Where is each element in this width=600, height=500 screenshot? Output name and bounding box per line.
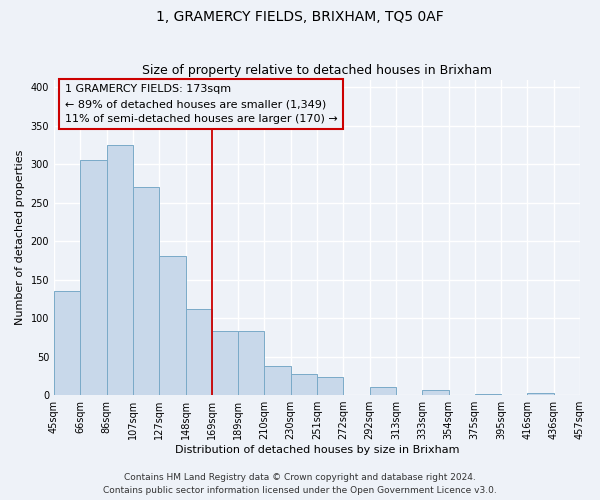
Title: Size of property relative to detached houses in Brixham: Size of property relative to detached ho… (142, 64, 492, 77)
Bar (107, 145, 133, 395)
Bar (159, 256, 185, 395)
X-axis label: Distribution of detached houses by size in Brixham: Distribution of detached houses by size … (175, 445, 459, 455)
Bar (370, 388, 396, 395)
Text: Contains HM Land Registry data © Crown copyright and database right 2024.
Contai: Contains HM Land Registry data © Crown c… (103, 474, 497, 495)
Y-axis label: Number of detached properties: Number of detached properties (15, 150, 25, 325)
Bar (238, 331, 265, 395)
Bar (291, 374, 317, 395)
Bar (317, 378, 343, 395)
Text: 1, GRAMERCY FIELDS, BRIXHAM, TQ5 0AF: 1, GRAMERCY FIELDS, BRIXHAM, TQ5 0AF (156, 10, 444, 24)
Bar (212, 331, 238, 395)
Bar (265, 366, 291, 395)
Bar (185, 309, 212, 395)
Bar (54, 291, 80, 395)
Bar (422, 390, 449, 395)
Bar (80, 160, 107, 395)
Text: 1 GRAMERCY FIELDS: 173sqm
← 89% of detached houses are smaller (1,349)
11% of se: 1 GRAMERCY FIELDS: 173sqm ← 89% of detac… (65, 84, 337, 124)
Bar (133, 188, 159, 395)
Bar (475, 394, 501, 395)
Bar (527, 393, 554, 395)
